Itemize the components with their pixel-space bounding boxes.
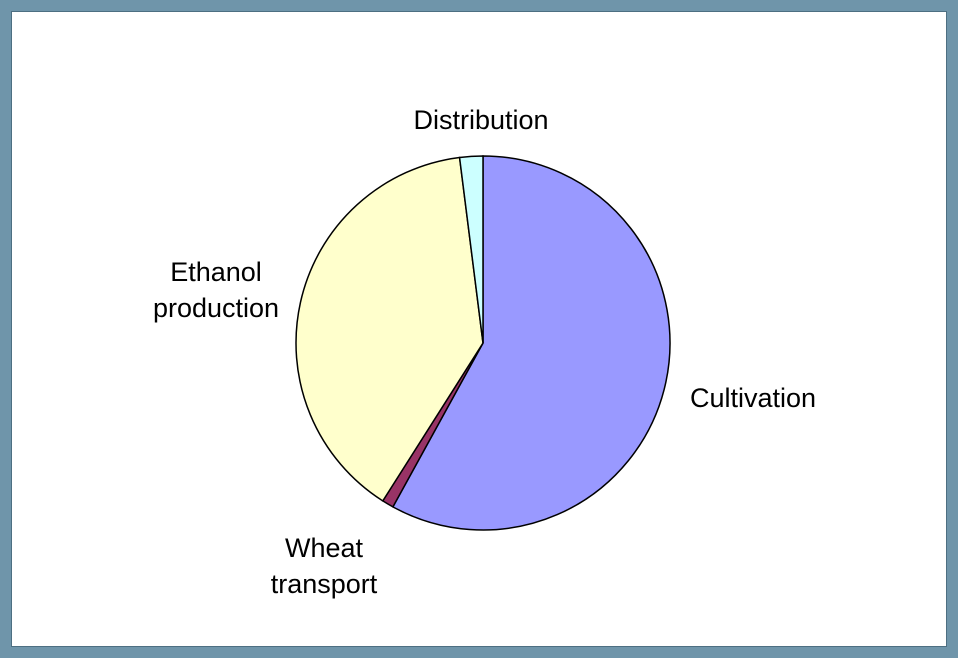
slice-label: Ethanol production [152,257,280,323]
slice-label: Wheat transport [270,533,378,599]
pie-slice [458,155,484,344]
slice-label: Distribution [413,105,549,135]
pie-slice [295,156,484,502]
pie-slice [391,155,671,531]
slice-label: Cultivation [689,383,817,413]
chart [295,155,671,531]
chart-frame: Cultivation Wheat transport Ethanol produc… [11,11,947,647]
